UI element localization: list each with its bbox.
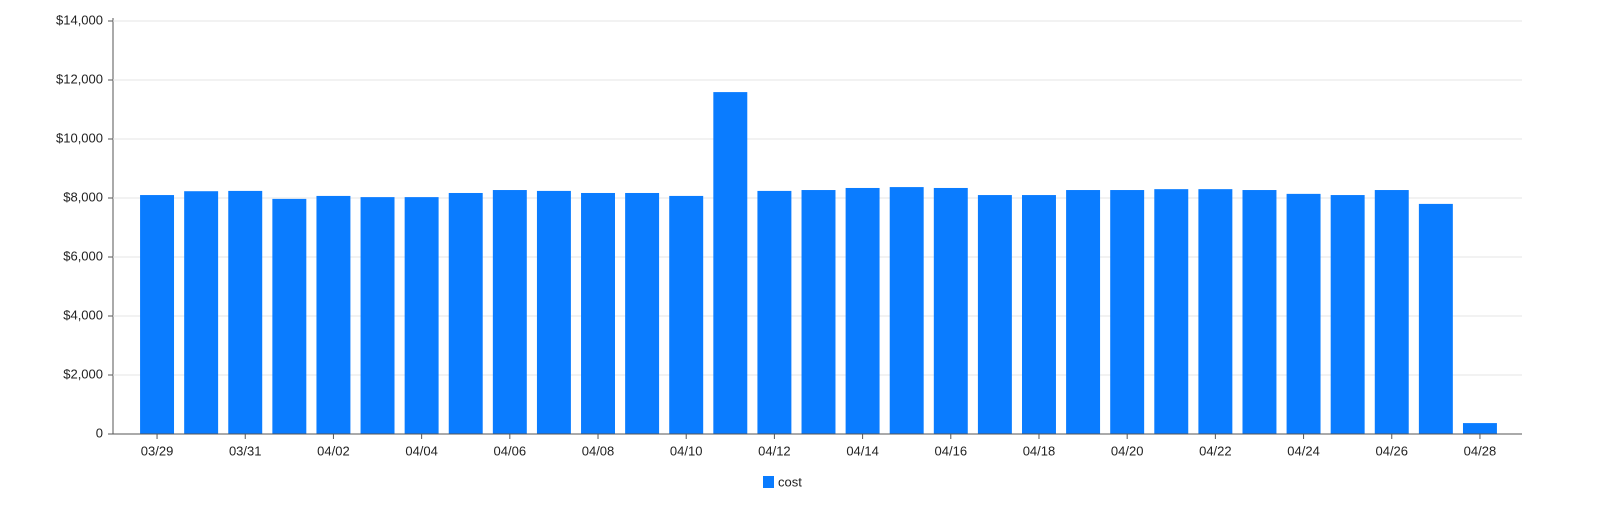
bar (1066, 190, 1101, 434)
x-tick-label: 04/14 (846, 443, 879, 458)
bar (1462, 423, 1497, 434)
bar (1022, 195, 1056, 434)
x-tick-label: 04/28 (1464, 443, 1497, 458)
x-tick-label: 04/04 (405, 443, 438, 458)
x-tick-label: 03/29 (141, 443, 174, 458)
bar (1242, 190, 1277, 434)
bar (492, 190, 527, 434)
bar (140, 195, 175, 434)
bar (1110, 190, 1145, 434)
y-tick-label: $14,000 (56, 12, 103, 27)
bar (1374, 190, 1409, 434)
bar (228, 190, 263, 434)
x-tick-label: 03/31 (229, 443, 262, 458)
bar (801, 190, 836, 434)
bar (1330, 195, 1365, 434)
y-tick-label: $2,000 (63, 366, 103, 381)
bar (404, 197, 439, 434)
bar (889, 187, 924, 434)
bar (1286, 193, 1321, 434)
x-tick-label: 04/22 (1199, 443, 1232, 458)
y-tick-label: 0 (96, 425, 103, 440)
y-tick-label: $10,000 (56, 130, 103, 145)
bar (977, 195, 1012, 434)
x-tick-label: 04/08 (582, 443, 615, 458)
x-tick-label: 04/02 (317, 443, 350, 458)
x-tick-label: 04/18 (1023, 443, 1056, 458)
x-tick-label: 04/26 (1375, 443, 1408, 458)
bar (933, 187, 968, 434)
bar (360, 197, 395, 434)
x-tick-label: 04/06 (494, 443, 527, 458)
y-tick-label: $8,000 (63, 189, 103, 204)
legend-swatch (763, 476, 774, 488)
bar (581, 192, 615, 434)
y-tick-label: $12,000 (56, 71, 103, 86)
bar (536, 190, 571, 434)
bar (669, 195, 704, 434)
bar (1198, 189, 1233, 434)
x-tick-label: 04/12 (758, 443, 791, 458)
bar (448, 192, 483, 434)
bar (1418, 203, 1453, 434)
legend-label: cost (778, 474, 802, 489)
y-tick-label: $6,000 (63, 248, 103, 263)
x-tick-label: 04/16 (935, 443, 968, 458)
bar (757, 190, 792, 434)
bar (316, 195, 351, 434)
y-tick-label: $4,000 (63, 307, 103, 322)
bar (625, 192, 660, 434)
bar (845, 187, 880, 434)
bar (713, 92, 748, 434)
bar (272, 198, 307, 434)
x-tick-label: 04/10 (670, 443, 703, 458)
bar (184, 191, 219, 434)
bar (1154, 189, 1189, 434)
x-tick-label: 04/20 (1111, 443, 1144, 458)
x-tick-label: 04/24 (1287, 443, 1320, 458)
